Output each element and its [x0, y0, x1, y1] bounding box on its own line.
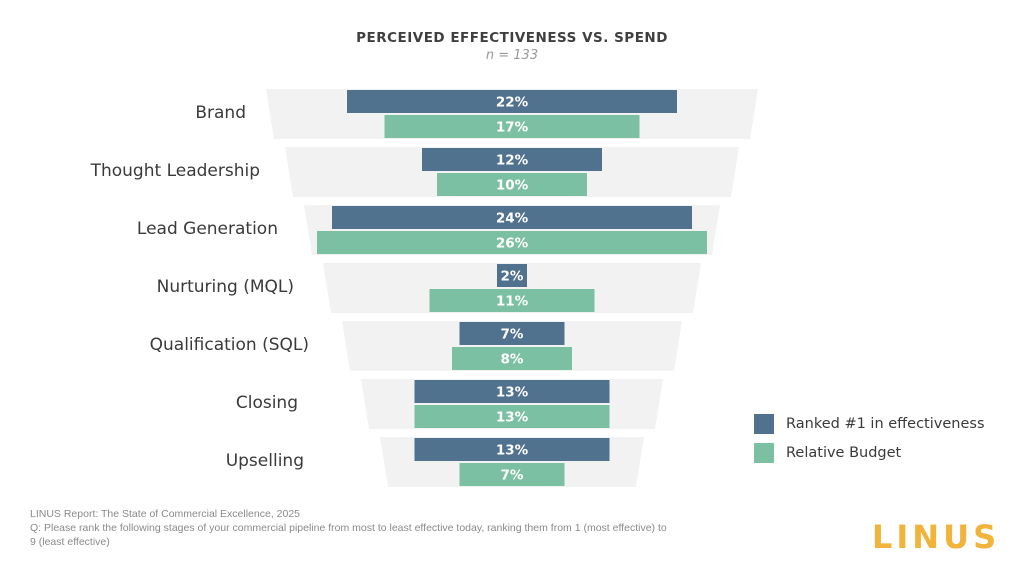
question-note-line-2: 9 (least effective) — [30, 536, 110, 548]
data-label: 26% — [496, 236, 529, 252]
bar-budget — [317, 231, 707, 254]
bar-ranked — [347, 90, 677, 113]
legend-swatch-budget — [754, 443, 774, 463]
legend-item-ranked: Ranked #1 in effectiveness — [754, 414, 985, 434]
data-label: 7% — [501, 327, 524, 343]
funnel-band — [285, 147, 739, 197]
data-label: 11% — [496, 294, 529, 310]
legend-item-budget: Relative Budget — [754, 443, 901, 463]
data-label: 8% — [501, 352, 524, 368]
data-label: 24% — [496, 211, 529, 227]
chart-title: PERCEIVED EFFECTIVENESS VS. SPEND — [356, 30, 668, 46]
bar-budget — [414, 405, 610, 428]
category-label: Thought Leadership — [90, 161, 260, 181]
bar-budget — [452, 347, 572, 370]
bar-budget — [437, 173, 587, 196]
bar-budget — [429, 289, 595, 312]
linus-logo: LINUS — [872, 518, 1001, 556]
funnel-band — [323, 263, 701, 313]
bar-ranked — [459, 322, 565, 345]
legend-label-budget: Relative Budget — [786, 445, 902, 461]
legend-swatch-ranked — [754, 414, 774, 434]
question-note-line-1: Q: Please rank the following stages of y… — [30, 522, 667, 534]
chart-subtitle: n = 133 — [485, 48, 539, 63]
funnel-band — [342, 321, 682, 371]
data-label: 22% — [496, 95, 529, 111]
data-label: 2% — [501, 269, 524, 285]
bar-ranked — [497, 264, 527, 287]
bar-ranked — [422, 148, 602, 171]
bar-ranked — [332, 206, 692, 229]
data-label: 13% — [496, 410, 529, 426]
data-label: 7% — [501, 468, 524, 484]
category-label: Brand — [195, 103, 246, 123]
data-label: 12% — [496, 153, 529, 169]
source-note: LINUS Report: The State of Commercial Ex… — [30, 508, 301, 520]
data-label: 17% — [496, 120, 529, 136]
legend-label-ranked: Ranked #1 in effectiveness — [786, 416, 985, 432]
data-label: 13% — [496, 385, 529, 401]
category-label: Upselling — [226, 451, 304, 471]
category-label: Closing — [236, 393, 298, 413]
category-label: Qualification (SQL) — [150, 335, 309, 355]
data-label: 13% — [496, 443, 529, 459]
category-label: Nurturing (MQL) — [157, 277, 294, 297]
category-label: Lead Generation — [137, 219, 278, 239]
bar-ranked — [414, 438, 610, 461]
bar-ranked — [414, 380, 610, 403]
bar-budget — [459, 463, 565, 486]
data-label: 10% — [496, 178, 529, 194]
bar-budget — [384, 115, 640, 138]
